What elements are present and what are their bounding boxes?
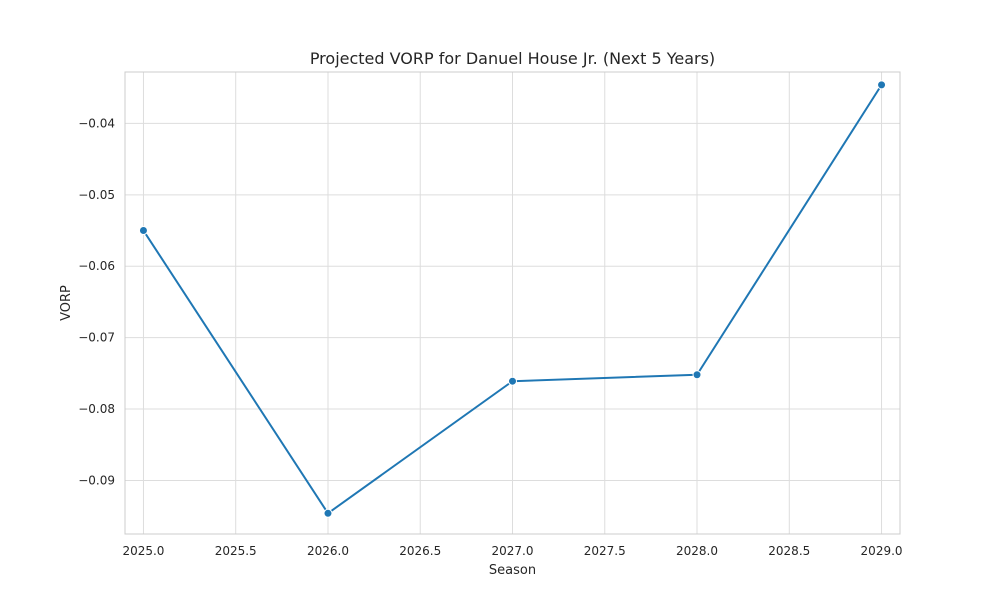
- x-tick-label: 2026.5: [399, 544, 441, 558]
- data-point: [323, 508, 333, 518]
- x-axis-label: Season: [489, 563, 536, 578]
- y-tick-label: −0.07: [78, 331, 115, 345]
- y-axis-label: VORP: [59, 285, 74, 321]
- x-tick-label: 2029.0: [861, 544, 903, 558]
- x-tick-label: 2027.0: [492, 544, 534, 558]
- data-point: [692, 370, 702, 380]
- y-tick-label: −0.05: [78, 188, 115, 202]
- y-tick-label: −0.06: [78, 259, 115, 273]
- data-point: [877, 80, 887, 90]
- y-tick-label: −0.08: [78, 402, 115, 416]
- data-point: [508, 376, 517, 386]
- grid-lines: [125, 72, 900, 534]
- x-tick-label: 2027.5: [584, 544, 626, 558]
- x-tick-label: 2028.5: [768, 544, 810, 558]
- data-series: [138, 80, 887, 518]
- x-tick-label: 2025.5: [215, 544, 257, 558]
- chart-title: Projected VORP for Danuel House Jr. (Nex…: [310, 49, 715, 68]
- y-tick-label: −0.09: [78, 473, 115, 487]
- x-tick-label: 2028.0: [676, 544, 718, 558]
- data-point: [138, 226, 148, 236]
- y-tick-label: −0.04: [78, 116, 115, 130]
- x-tick-label: 2025.0: [122, 544, 164, 558]
- tick-labels: 2025.0 2025.5 2026.0 2026.5 2027.0 2027.5 2028…: [78, 116, 902, 558]
- plot-frame: [124, 71, 901, 535]
- x-tick-label: 2026.0: [307, 544, 349, 558]
